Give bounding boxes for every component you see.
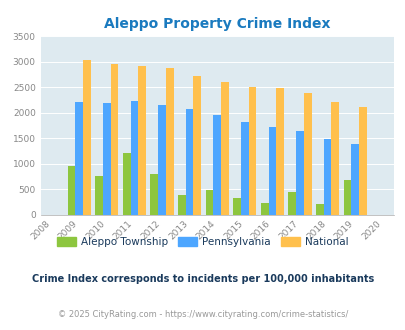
Bar xyxy=(288,192,295,214)
Bar xyxy=(166,68,173,215)
Bar xyxy=(330,102,338,214)
Bar xyxy=(123,153,130,214)
Bar xyxy=(260,203,268,214)
Bar xyxy=(240,122,248,214)
Bar xyxy=(103,103,111,214)
Legend: Aleppo Township, Pennsylvania, National: Aleppo Township, Pennsylvania, National xyxy=(53,233,352,251)
Bar xyxy=(205,189,213,214)
Bar xyxy=(185,109,193,214)
Bar xyxy=(138,66,146,214)
Bar xyxy=(295,131,303,214)
Bar xyxy=(275,88,283,214)
Bar xyxy=(75,103,83,214)
Bar xyxy=(248,87,256,214)
Bar xyxy=(150,174,158,214)
Bar xyxy=(130,101,138,214)
Bar xyxy=(268,127,275,214)
Bar xyxy=(95,176,103,214)
Bar xyxy=(111,64,118,214)
Text: © 2025 CityRating.com - https://www.cityrating.com/crime-statistics/: © 2025 CityRating.com - https://www.city… xyxy=(58,310,347,319)
Title: Aleppo Property Crime Index: Aleppo Property Crime Index xyxy=(104,17,330,31)
Bar xyxy=(213,115,221,214)
Bar xyxy=(303,93,311,214)
Bar xyxy=(350,144,358,214)
Bar xyxy=(221,82,228,214)
Bar xyxy=(83,60,91,214)
Bar xyxy=(343,180,350,214)
Text: Crime Index corresponds to incidents per 100,000 inhabitants: Crime Index corresponds to incidents per… xyxy=(32,274,373,284)
Bar xyxy=(68,166,75,214)
Bar xyxy=(358,107,366,214)
Bar xyxy=(193,76,201,214)
Bar xyxy=(323,139,330,214)
Bar xyxy=(158,105,166,214)
Bar xyxy=(315,204,323,214)
Bar xyxy=(232,198,240,214)
Bar xyxy=(177,195,185,215)
